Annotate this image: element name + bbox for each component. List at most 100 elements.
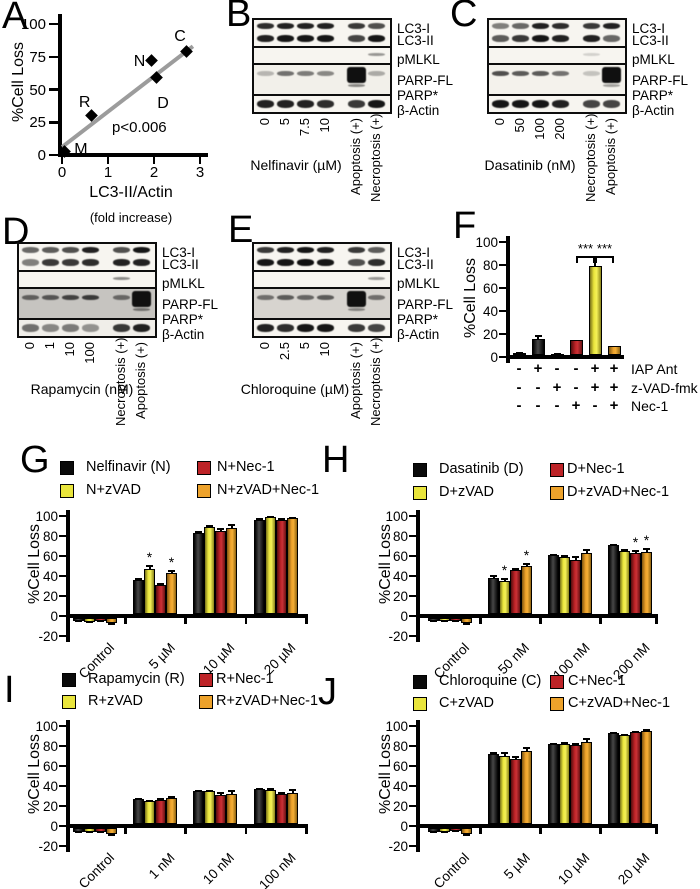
panel-e-protein-band (367, 247, 385, 253)
panel-e-protein-band (256, 324, 274, 332)
panel-g-legend-label: N+zVAD (86, 482, 141, 498)
panel-g-bar (133, 580, 144, 614)
panel-e-protein-band (296, 295, 314, 300)
panel-c-drug-label: Dasatinib (nM) (484, 157, 576, 173)
panel-g-error-cap (256, 518, 263, 520)
panel-e-protein-band (296, 324, 314, 332)
panel-h-bar (581, 553, 592, 614)
panel-g-error-cap (228, 524, 235, 526)
panel-e-protein-band (296, 259, 314, 266)
panel-i-error-cap (256, 788, 263, 790)
panel-d-protein-band (21, 324, 39, 332)
panel-g-legend-label: N+zVAD+Nec-1 (217, 482, 320, 498)
panel-d-protein-band (81, 259, 99, 266)
panel-h-error-cap (523, 563, 530, 565)
panel-b-protein-band (296, 23, 314, 29)
panel-b-protein-band (316, 35, 334, 42)
panel-e-protein-band (367, 277, 385, 280)
panel-b-protein-band (316, 71, 334, 76)
panel-b-band-label: LC3-I (397, 21, 431, 36)
panel-f-condition-sign: - (573, 379, 579, 396)
panel-j-error-cap (463, 834, 470, 836)
panel-b-protein-band (367, 53, 385, 56)
panel-b-protein-band (347, 23, 365, 29)
panel-e-band-label: β-Actin (397, 327, 440, 342)
panel-h-significance-star: * (632, 534, 639, 550)
panel-g-bar (215, 531, 226, 614)
panel-a-y-axis-label: %Cell Loss (10, 41, 27, 122)
panel-e-protein-band (276, 259, 294, 266)
panel-e-band-label: LC3-II (397, 257, 434, 272)
panel-g-y-tick-label: 80 (42, 529, 58, 544)
panel-h-y-tick-label: 20 (392, 589, 408, 604)
panel-h-error-cap (490, 575, 497, 577)
panel-j-y-tick-label: 40 (392, 779, 408, 794)
panel-h-legend-label: D+zVAD (439, 484, 494, 500)
panel-a-x-tick-label: 2 (149, 164, 159, 181)
panel-g-legend-swatch (60, 484, 74, 498)
panel-i-legend-label: R+zVAD (88, 693, 143, 709)
panel-g-bar (193, 533, 204, 614)
panel-i-bar (287, 793, 298, 824)
panel-e-lane-label: Necroptosis (+) (368, 337, 383, 427)
panel-g-bar (106, 618, 117, 623)
panel-h-legend-label: D+Nec-1 (567, 461, 625, 477)
panel-g-error-cap (289, 517, 296, 519)
panel-d-protein-band (61, 324, 79, 332)
panel-a-x-tick (60, 157, 64, 164)
panel-d-protein-band (41, 247, 59, 253)
panel-h-letter: H (322, 439, 350, 481)
panel-g-significance-star: * (168, 554, 175, 570)
panel-f-y-tick-label: 0 (490, 350, 498, 365)
panel-c-protein-band (582, 35, 600, 42)
panel-g-bar (144, 569, 155, 614)
panel-j-error-cap (561, 742, 568, 744)
panel-g-legend-label: Nelfinavir (N) (86, 459, 171, 475)
panel-b-protein-band-blob (346, 67, 366, 83)
panel-g-y-axis-label: %Cell Loss (26, 523, 43, 605)
panel-h-error-cap (583, 549, 590, 551)
panel-f-significance-stars: *** (596, 241, 613, 256)
panel-f-y-tick-label: 40 (482, 304, 498, 319)
panel-h-bar (570, 560, 581, 614)
panel-h-y-tick-label: 100 (385, 509, 408, 524)
panel-b-protein-band (256, 71, 274, 76)
panel-h-x-tick (655, 618, 658, 624)
panel-e-protein-band (296, 247, 314, 253)
panel-f-condition-sign: - (516, 397, 522, 414)
panel-i-error-cap (278, 792, 285, 794)
panel-j-bar (510, 759, 521, 824)
panel-f-y-tick (499, 355, 506, 359)
panel-f-condition-sign: + (609, 379, 619, 396)
panel-a-y-tick (49, 22, 58, 26)
panel-b-protein-band (367, 100, 385, 108)
panel-j-legend-swatch (550, 675, 564, 689)
panel-g-error-cap (168, 570, 175, 572)
panel-c-protein-band (582, 53, 600, 56)
panel-d-protein-band (61, 259, 79, 266)
panel-i-y-tick (59, 744, 66, 748)
panel-j-x-category-label: Control (431, 850, 473, 889)
panel-i-legend-label: R+zVAD+Nec-1 (216, 693, 319, 709)
panel-b-protein-band (316, 23, 334, 29)
panel-h-error-cap (430, 620, 437, 622)
panel-h-y-tick-label: 40 (392, 569, 408, 584)
panel-h-bar (461, 618, 472, 623)
panel-i-bar (254, 789, 265, 824)
panel-c-protein-band (582, 71, 600, 76)
panel-g-bar (276, 520, 287, 614)
panel-h-bar (510, 570, 521, 614)
panel-j-y-tick-label: 0 (400, 819, 408, 834)
panel-j-legend-label: Chloroquine (C) (439, 673, 542, 689)
panel-g-significance-star: * (146, 549, 153, 565)
panel-h-bar (499, 581, 510, 614)
panel-f-error-cap (515, 352, 523, 355)
panel-i-bar (226, 794, 237, 824)
panel-h-y-tick (409, 534, 416, 538)
panel-j-bar (488, 754, 499, 824)
panel-j-bar (559, 744, 570, 824)
panel-i-error-cap (157, 798, 164, 800)
panel-c-protein-band (602, 84, 620, 87)
panel-j-error-cap (621, 734, 628, 736)
panel-h-y-tick-label: -20 (388, 629, 408, 644)
